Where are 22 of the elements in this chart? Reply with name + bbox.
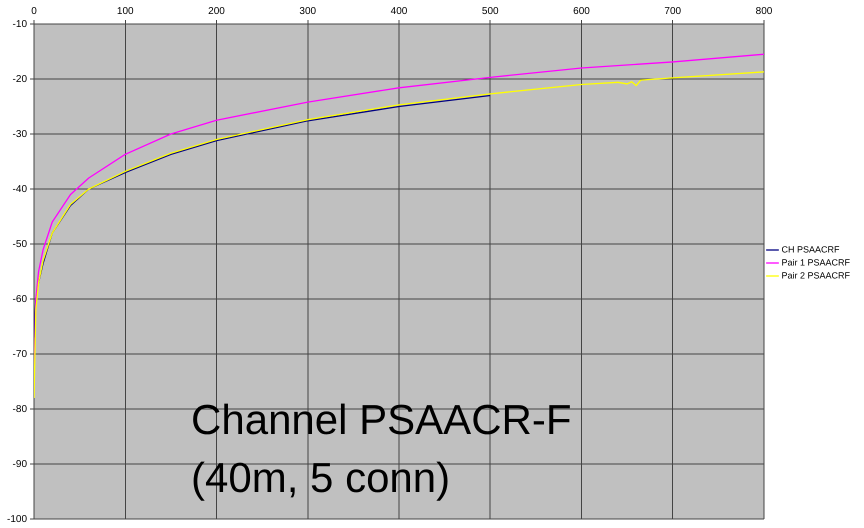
y-tick-label: -30 (12, 128, 28, 140)
x-tick-label: 600 (573, 6, 590, 17)
x-tick-label: 100 (116, 6, 134, 17)
legend-label: Pair 1 PSAACRF (781, 257, 850, 268)
x-tick-label: 200 (208, 6, 226, 17)
y-tick-label: -80 (12, 404, 28, 415)
x-tick-label: 0 (31, 6, 38, 17)
y-tick-label: -70 (12, 348, 28, 360)
y-tick-label: -20 (12, 74, 28, 85)
y-tick-label: -10 (12, 18, 28, 30)
y-tick-label: -100 (7, 514, 28, 525)
legend-label: CH PSAACRF (781, 244, 840, 254)
legend-label: Pair 2 PSAACRF (781, 270, 850, 280)
x-tick-label: 400 (390, 6, 408, 17)
y-tick-label: -60 (12, 294, 28, 305)
x-tick-label: 700 (664, 6, 682, 17)
x-tick-label: 800 (756, 6, 773, 17)
y-tick-label: -90 (12, 458, 28, 470)
x-tick-label: 300 (299, 6, 317, 17)
y-tick-label: -40 (12, 184, 28, 195)
y-tick-label: -50 (12, 238, 28, 250)
x-tick-label: 500 (482, 6, 500, 17)
